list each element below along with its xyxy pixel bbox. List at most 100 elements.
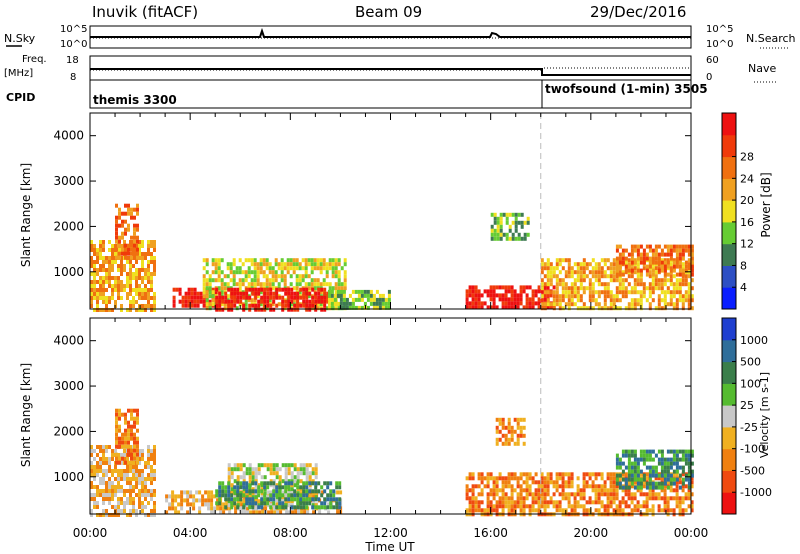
power-cell	[283, 274, 287, 279]
power-cell	[600, 306, 604, 311]
power-cell	[597, 266, 601, 271]
power-cell	[123, 288, 126, 292]
velocity-cell	[582, 492, 586, 497]
velocity-cell	[123, 501, 126, 505]
velocity-cell	[480, 488, 484, 493]
power-cell	[666, 260, 670, 265]
power-cell	[93, 284, 96, 288]
power-cell	[582, 258, 586, 263]
power-cell	[570, 302, 574, 307]
velocity-cell	[492, 508, 496, 513]
velocity-cell	[305, 485, 309, 490]
power-cell	[144, 288, 147, 292]
velocity-cell	[138, 449, 141, 453]
power-cell	[305, 295, 309, 300]
power-cell	[102, 256, 105, 260]
velocity-cell	[672, 453, 676, 458]
power-cell	[96, 248, 99, 252]
velocity-cell	[522, 488, 526, 493]
velocity-cell	[96, 501, 99, 505]
power-cell	[552, 270, 556, 275]
power-cell	[534, 293, 538, 298]
velocity-cell	[498, 429, 502, 434]
power-cell	[322, 262, 326, 267]
power-cell	[99, 292, 102, 296]
power-cell	[339, 289, 343, 294]
power-cell	[132, 288, 135, 292]
power-cell	[615, 278, 619, 283]
power-cell	[257, 287, 261, 292]
power-cell	[672, 244, 676, 249]
power-cell	[111, 248, 114, 252]
power-cell	[205, 302, 209, 307]
velocity-cell	[153, 449, 156, 453]
velocity-cell	[338, 485, 342, 490]
velocity-cell	[660, 481, 664, 486]
power-cell	[357, 297, 361, 302]
velocity-cell	[129, 477, 132, 481]
velocity-cell	[284, 467, 288, 472]
power-cell	[328, 282, 332, 287]
power-cell	[224, 299, 228, 304]
power-cell	[343, 258, 347, 263]
velocity-cell	[135, 485, 138, 489]
freq-line	[90, 68, 691, 76]
velocity-cell	[636, 500, 640, 505]
power-cell	[130, 207, 133, 212]
velocity-cell	[639, 488, 643, 493]
power-cell	[675, 252, 679, 257]
velocity-cell	[645, 504, 649, 509]
power-cell	[624, 278, 628, 283]
velocity-cell	[230, 483, 234, 488]
power-cell	[690, 298, 694, 303]
power-cell	[609, 274, 613, 279]
velocity-cell	[609, 504, 613, 509]
power-cell	[147, 244, 150, 248]
power-cell	[317, 299, 321, 304]
velocity-cell	[90, 509, 93, 513]
velocity-cell	[111, 493, 114, 497]
velocity-cell	[537, 508, 541, 513]
power-cell	[642, 286, 646, 291]
velocity-cell	[540, 480, 544, 485]
velocity-cell	[651, 469, 655, 474]
velocity-cell	[174, 494, 178, 499]
power-cell	[314, 299, 318, 304]
power-colorbar-swatch	[722, 156, 736, 179]
power-cell	[369, 293, 373, 298]
power-cell	[660, 306, 664, 311]
power-cell	[196, 303, 200, 308]
velocity-cell	[218, 489, 222, 494]
velocity-cell	[305, 481, 309, 486]
power-cell	[205, 278, 209, 283]
velocity-cell	[504, 437, 508, 442]
power-cell	[153, 260, 156, 264]
velocity-cell	[266, 467, 270, 472]
power-y-tick-label: 1000	[53, 265, 84, 279]
velocity-cell	[516, 504, 520, 509]
velocity-cell	[305, 497, 309, 502]
velocity-cell	[227, 503, 231, 508]
velocity-cell	[639, 504, 643, 509]
power-cell	[310, 262, 314, 267]
velocity-cell	[492, 480, 496, 485]
power-cell	[190, 287, 194, 292]
velocity-cell	[570, 472, 574, 477]
power-cell	[283, 282, 287, 287]
power-cell	[118, 255, 121, 260]
velocity-cell	[504, 441, 508, 446]
velocity-cell	[528, 476, 532, 481]
velocity-cell	[501, 500, 505, 505]
velocity-cell	[525, 492, 529, 497]
velocity-cell	[233, 489, 237, 494]
velocity-cell	[302, 471, 306, 476]
power-cell	[133, 207, 136, 212]
velocity-cell	[245, 481, 249, 486]
power-cell	[612, 278, 616, 283]
power-cell	[242, 307, 246, 312]
velocity-cell	[123, 489, 126, 493]
power-cell	[136, 247, 139, 252]
power-cell	[606, 294, 610, 299]
power-cell	[322, 258, 326, 263]
power-cell	[558, 278, 562, 283]
